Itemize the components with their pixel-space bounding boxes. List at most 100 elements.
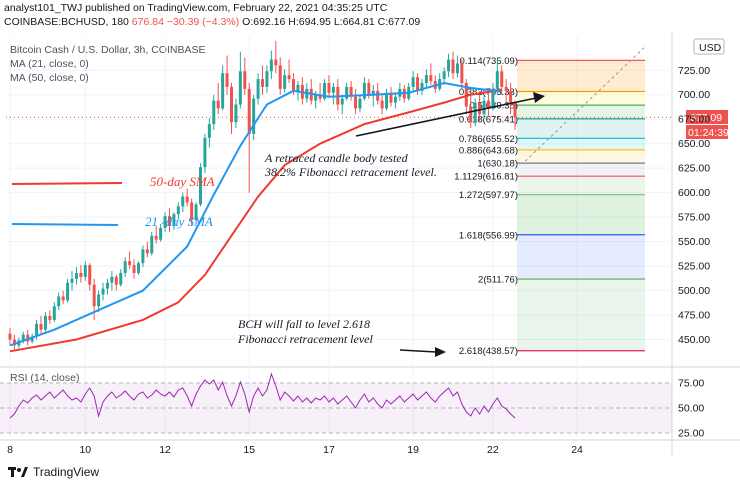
- ohlc-high: H:694.95: [288, 16, 331, 28]
- candle-body: [52, 306, 56, 320]
- x-tick-label: 8: [7, 444, 13, 456]
- sma21-annotation: 21 -day SMA: [145, 214, 213, 229]
- candle-body: [358, 98, 362, 109]
- tradingview-footer[interactable]: TradingView: [8, 465, 99, 479]
- candle-body: [478, 102, 482, 115]
- candle-body: [159, 227, 163, 240]
- x-tick-label: 10: [79, 444, 91, 456]
- candle-body: [163, 216, 167, 228]
- y-tick-label: 650.00: [678, 138, 710, 150]
- fib-level-label: 0.886(643.68): [459, 145, 518, 156]
- candle-body: [389, 92, 393, 103]
- tradingview-logo-icon: [8, 467, 28, 477]
- y-tick-label: 575.00: [678, 212, 710, 224]
- candle-body: [283, 75, 287, 89]
- candle-body: [380, 100, 384, 109]
- candle-body: [194, 204, 198, 221]
- candle-body: [442, 71, 446, 80]
- sma50-legend-line: [11, 182, 123, 185]
- y-tick-label: 725.00: [678, 65, 710, 77]
- x-tick-label: 24: [571, 444, 583, 456]
- candle-body: [256, 79, 260, 99]
- candle-body: [371, 90, 375, 95]
- y-tick-label: 700.00: [678, 89, 710, 101]
- retrace-annotation-line1: A retraced candle body tested: [264, 151, 409, 165]
- candle-body: [513, 102, 517, 118]
- ma50-legend: MA (50, close, 0): [10, 72, 89, 84]
- candle-body: [393, 96, 397, 103]
- candle-body: [495, 71, 499, 89]
- candle-body: [136, 263, 140, 273]
- timer-badge: 01:24:39: [688, 127, 729, 139]
- candle-body: [243, 71, 247, 89]
- candle-body: [48, 316, 52, 320]
- candle-body: [247, 88, 251, 134]
- candle-body: [265, 71, 269, 87]
- candle-body: [500, 71, 504, 87]
- candle-body: [61, 296, 65, 301]
- candle-body: [150, 235, 154, 254]
- fib-level-label: 2.618(438.57): [459, 346, 518, 357]
- rsi-line: [9, 372, 516, 419]
- x-tick-label: 17: [323, 444, 335, 456]
- candle-body: [296, 84, 300, 91]
- candle-body: [57, 296, 61, 307]
- fib-zone: [517, 105, 645, 119]
- fib-level-label: 0.786(655.52): [459, 134, 518, 145]
- fib-level-label: 1.618(556.99): [459, 230, 518, 241]
- candle-body: [167, 216, 171, 226]
- candle-body: [105, 282, 109, 289]
- fibonacci-retracement: 0.114(735.09)0.382(703.33)0.5(689.38)0.6…: [454, 47, 645, 357]
- candle-body: [230, 86, 233, 123]
- candle-body: [464, 82, 468, 107]
- candle-body: [101, 288, 105, 295]
- last-price: 676.84: [131, 16, 164, 28]
- candle-body: [269, 59, 273, 72]
- sma21-legend-line: [11, 223, 119, 226]
- chart-title: Bitcoin Cash / U.S. Dollar, 3h, COINBASE: [10, 44, 206, 56]
- x-tick-label: 12: [159, 444, 171, 456]
- candle-body: [190, 202, 194, 221]
- candle-body: [509, 90, 513, 103]
- candle-body: [8, 333, 12, 340]
- candle-body: [486, 100, 490, 109]
- candle-body: [345, 86, 349, 99]
- candle-body: [30, 336, 34, 342]
- candle-body: [212, 100, 216, 125]
- candle-body: [238, 71, 242, 105]
- y-tick-label: 675.00: [678, 114, 710, 126]
- currency-label-box[interactable]: [693, 38, 725, 55]
- candle-body: [221, 73, 225, 109]
- fib-level-label: 2(511.76): [478, 275, 518, 286]
- candle-body: [132, 265, 136, 273]
- fib-zone: [517, 91, 645, 106]
- candle-body: [354, 96, 358, 109]
- sma50-annotation: 50-day SMA: [150, 174, 215, 189]
- moving-averages: [9, 81, 502, 353]
- symbol-label: COINBASE:BCHUSD, 180: [4, 16, 129, 28]
- ma50-line: [9, 88, 502, 353]
- candle-body: [331, 86, 335, 93]
- candle-body: [12, 339, 16, 346]
- candle-body: [203, 137, 207, 168]
- fib-zone: [517, 163, 645, 177]
- candle-body: [216, 100, 220, 109]
- candle-body: [278, 65, 282, 89]
- candle-body: [469, 106, 473, 123]
- candle-body: [349, 86, 353, 97]
- candle-body: [460, 63, 464, 83]
- candle-body: [420, 82, 424, 91]
- fib-level-label: 1.1129(616.81): [454, 172, 518, 183]
- annotations: 50-day SMA 21 -day SMA A retraced candle…: [11, 92, 545, 357]
- candle-body: [482, 100, 486, 115]
- x-tick-label: 15: [243, 444, 255, 456]
- ma21-legend: MA (21, close, 0): [10, 58, 89, 70]
- price-change: −30.39 (−4.3%): [166, 16, 240, 28]
- candles: [8, 40, 517, 350]
- candle-body: [66, 282, 70, 301]
- fib-zone: [517, 279, 645, 351]
- x-tick-label: 19: [407, 444, 419, 456]
- bch-annotation-line2: Fibonacci retracement level: [237, 332, 373, 346]
- fib-level-label: 1.272(597.97): [459, 190, 518, 201]
